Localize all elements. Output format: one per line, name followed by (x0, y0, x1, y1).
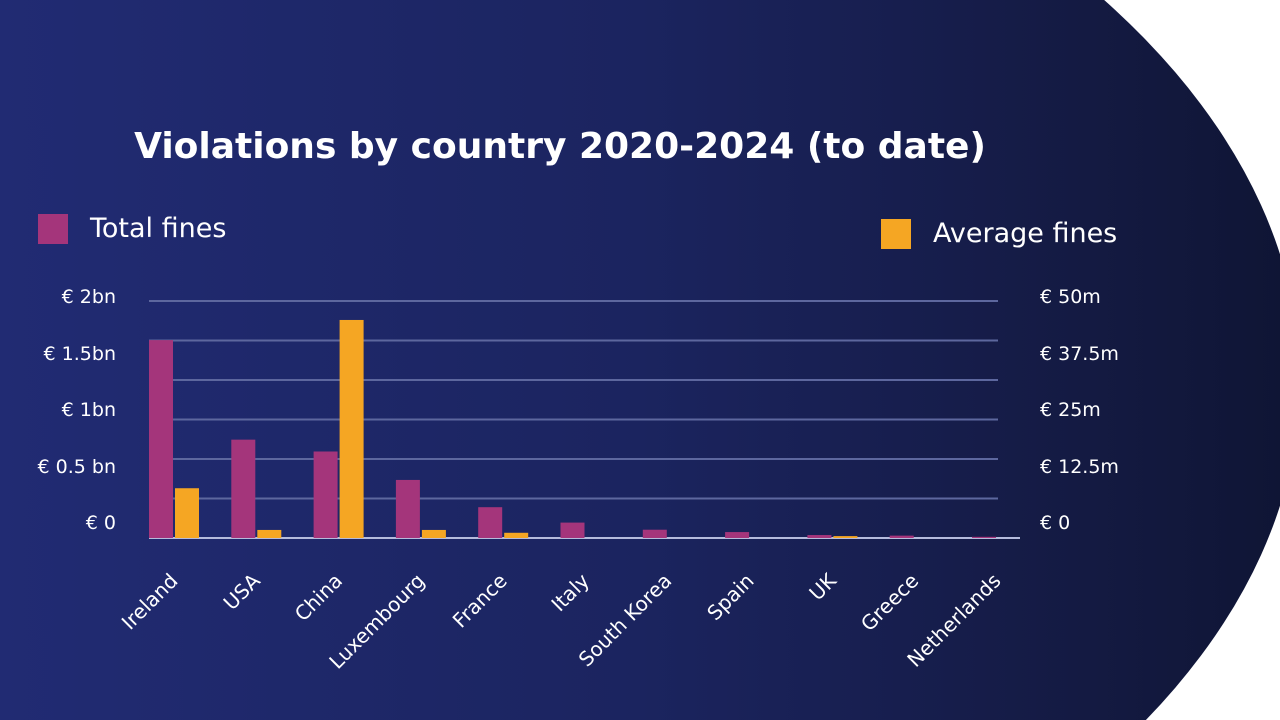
left-tick-label: € 1.5bn (44, 343, 116, 365)
x-tick-label: USA (219, 568, 265, 614)
x-tick-label: France (448, 569, 512, 633)
right-tick-label: € 25m (1040, 399, 1101, 421)
right-tick-label: € 37.5m (1040, 343, 1119, 365)
bar-total-luxembourg (395, 479, 420, 538)
bar-average-france (504, 532, 529, 538)
left-tick-label: € 0.5 bn (38, 456, 117, 478)
legend-label-total: Total fines (90, 213, 227, 244)
bar-average-china (339, 319, 364, 538)
legend-label-average: Average fines (933, 218, 1118, 249)
left-tick-label: € 1bn (62, 399, 116, 421)
bar-total-china (313, 451, 338, 538)
x-tick-label: Greece (856, 569, 923, 636)
left-tick-label: € 2bn (62, 286, 116, 308)
bar-total-uk (807, 535, 832, 538)
x-tick-label: Spain (702, 569, 758, 625)
x-tick-label: Italy (546, 568, 594, 616)
bar-average-ireland (175, 488, 199, 538)
legend-total: Total fines (38, 213, 226, 244)
left-tick-label: € 0 (86, 512, 116, 534)
right-tick-label: € 12.5m (1040, 456, 1119, 478)
x-tick-label: Ireland (117, 569, 183, 635)
bar-average-usa (257, 529, 282, 538)
bar-total-france (478, 507, 503, 538)
bar-average-uk (833, 536, 858, 538)
bar-total-ireland (149, 340, 173, 538)
bar-total-netherlands (972, 536, 996, 538)
bar-total-greece (889, 535, 914, 538)
bar-total-usa (231, 439, 256, 538)
chart-title: Violations by country 2020-2024 (to date… (134, 126, 986, 167)
bar-total-italy (560, 522, 585, 538)
x-tick-label: UK (804, 568, 841, 605)
legend-average: Average fines (881, 218, 1117, 249)
bar-average-luxembourg (421, 529, 446, 538)
right-tick-label: € 0 (1040, 512, 1070, 534)
bar-total-spain (725, 532, 750, 538)
right-tick-label: € 50m (1040, 286, 1101, 308)
legend-swatch-total (38, 213, 68, 244)
bar-total-south-korea (642, 529, 667, 538)
legend-swatch-average (881, 218, 911, 249)
x-tick-label: China (290, 569, 347, 626)
